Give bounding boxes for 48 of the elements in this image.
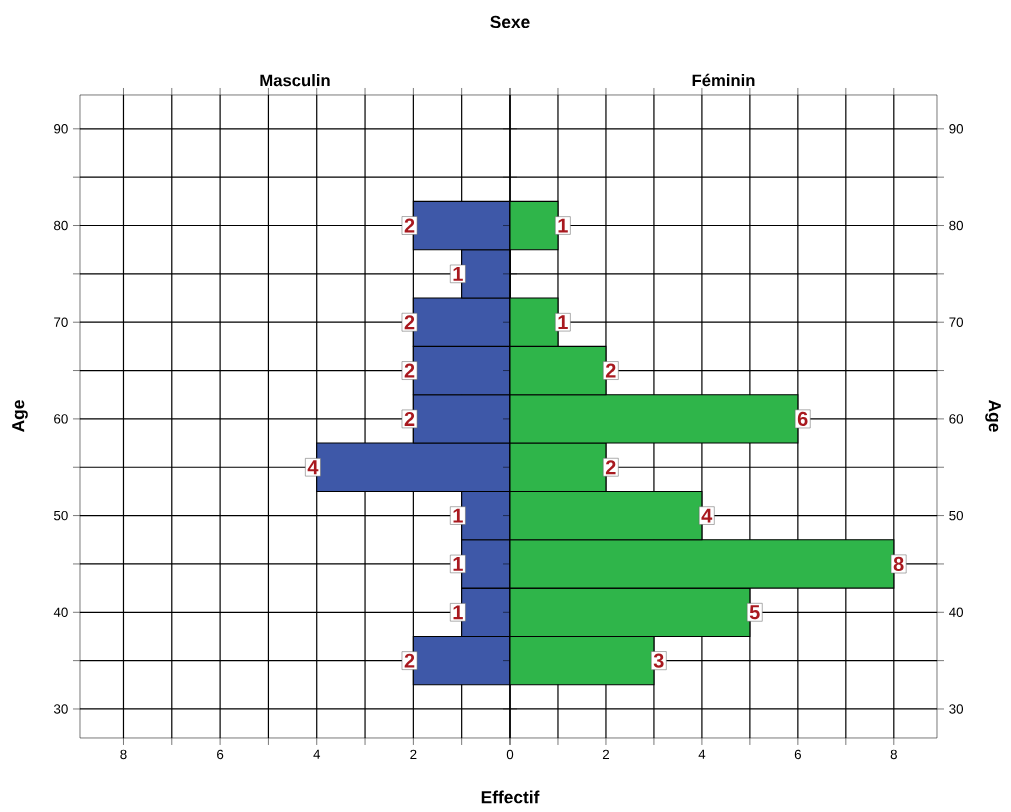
x-axis-title: Effectif xyxy=(481,790,540,804)
data-label: 1 xyxy=(453,508,463,523)
data-label: 2 xyxy=(605,363,616,378)
data-label: 2 xyxy=(404,218,415,233)
y-axis-title: Age xyxy=(985,400,1001,432)
data-label: 2 xyxy=(404,315,415,330)
y-tick-label: 50 xyxy=(54,510,68,521)
y-tick-label: 80 xyxy=(54,220,68,231)
text: Sexe xyxy=(490,15,530,29)
data-label: 3 xyxy=(653,653,664,668)
data-label: 2 xyxy=(605,460,616,475)
y-tick-label: 90 xyxy=(949,124,964,134)
data-label: 2 xyxy=(404,411,415,426)
x-tick-label: 0 xyxy=(506,749,514,760)
data-label: 1 xyxy=(453,557,463,571)
y-tick-label: 90 xyxy=(54,124,68,134)
y-tick-label: 70 xyxy=(949,317,964,327)
data-label: 2 xyxy=(404,363,415,378)
y-tick-label: 60 xyxy=(54,414,68,424)
data-label: 1 xyxy=(453,605,463,620)
x-tick-label: 8 xyxy=(120,749,127,760)
data-label: 8 xyxy=(893,556,904,572)
y-tick-label: 30 xyxy=(949,704,964,714)
y-tick-label: 40 xyxy=(949,607,964,617)
data-label: 1 xyxy=(558,218,568,233)
y-tick-label: 40 xyxy=(53,607,68,617)
chart-title: Masculin xyxy=(260,74,330,87)
data-label: 1 xyxy=(558,315,568,330)
x-tick-label: 2 xyxy=(410,749,417,759)
data-label: 6 xyxy=(797,411,808,426)
data-label: 2 xyxy=(404,653,415,668)
y-tick-label: 60 xyxy=(949,414,964,424)
chart-title: Féminin xyxy=(692,73,755,87)
data-label: 4 xyxy=(307,460,319,475)
x-tick-label: 2 xyxy=(602,749,609,759)
y-tick-label: 50 xyxy=(949,510,964,521)
y-axis-title: Age xyxy=(12,400,28,432)
y-tick-label: 70 xyxy=(54,317,68,327)
y-tick-label: 80 xyxy=(949,220,964,231)
x-tick-label: 6 xyxy=(217,749,224,760)
x-tick-label: 8 xyxy=(890,749,897,760)
data-label: 4 xyxy=(701,508,713,523)
x-tick-label: 4 xyxy=(313,749,321,759)
x-tick-label: 4 xyxy=(698,749,706,759)
data-label: 5 xyxy=(749,605,760,620)
y-tick-label: 30 xyxy=(53,704,68,714)
data-label: 1 xyxy=(453,266,463,281)
x-tick-label: 6 xyxy=(794,749,801,760)
